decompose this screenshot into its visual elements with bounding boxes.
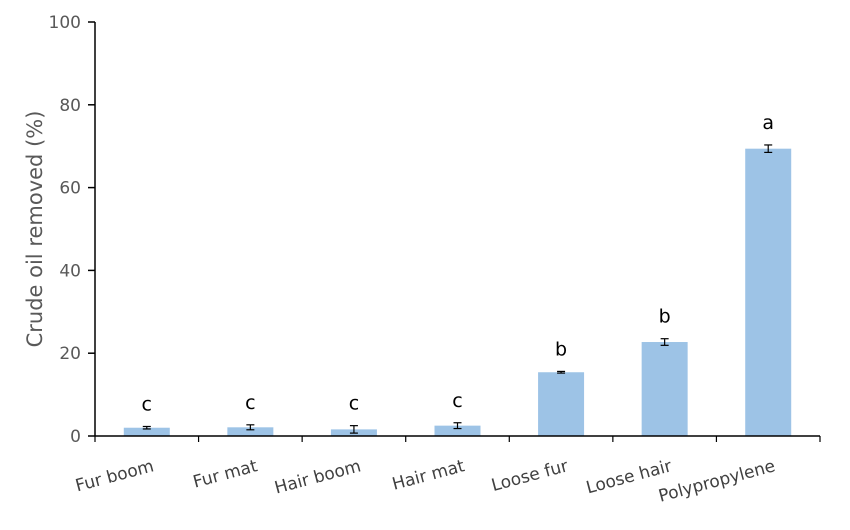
y-tick-label: 80: [59, 96, 81, 116]
significance-letter: c: [349, 393, 359, 415]
x-axis-labels: Fur boom Fur mat Hair boom Hair mat Loose fu…: [73, 436, 821, 507]
y-axis-title: Crude oil removed (%): [23, 111, 47, 348]
bar-loose-hair: [641, 342, 688, 436]
significance-letter: a: [762, 112, 774, 134]
x-category-label: Fur mat: [191, 456, 260, 492]
bar-fur-boom: [123, 427, 170, 436]
bar-loose-fur: [538, 372, 585, 436]
x-category-label: Hair boom: [273, 456, 364, 498]
bars: [123, 148, 792, 436]
x-category-label: Polypropylene: [656, 456, 777, 506]
y-tick-label: 100: [49, 13, 81, 33]
significance-letter: c: [452, 390, 462, 412]
significance-letter: c: [245, 392, 255, 414]
y-axis-ticks: 0 20 40 60 80 100: [49, 13, 95, 447]
bar-polypropylene: [745, 148, 792, 436]
x-category-label: Fur boom: [73, 456, 156, 496]
significance-letters: c c c c b b a: [142, 112, 774, 416]
bar-hair-mat: [434, 425, 481, 436]
y-tick-label: 0: [70, 427, 81, 447]
significance-letter: c: [142, 393, 152, 415]
significance-letter: b: [555, 338, 567, 360]
y-tick-label: 60: [59, 179, 81, 199]
x-category-label: Hair mat: [390, 456, 467, 495]
bar-fur-mat: [227, 427, 274, 436]
significance-letter: b: [659, 306, 671, 328]
x-category-label: Loose fur: [489, 456, 570, 496]
y-tick-label: 40: [59, 261, 81, 281]
y-tick-label: 20: [59, 344, 81, 364]
error-bars: [142, 144, 773, 434]
